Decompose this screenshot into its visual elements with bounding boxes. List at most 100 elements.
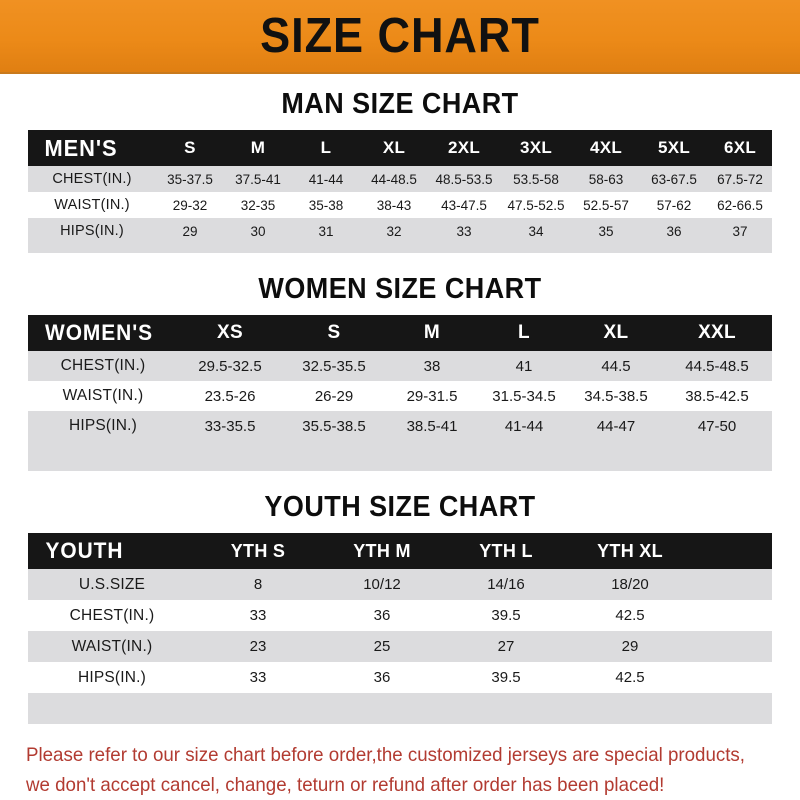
man-col-header: L [320, 138, 332, 157]
youth-section-title: YOUTH SIZE CHART [264, 491, 536, 523]
cell: 10/12 [320, 569, 444, 600]
cell: 44-48.5 [360, 166, 428, 192]
man-col-header: XL [382, 138, 406, 157]
row-label: WAIST(IN.) [28, 631, 196, 662]
cell: 38-43 [360, 192, 428, 218]
man-corner-label: MEN'S [44, 134, 118, 161]
cell: 57-62 [640, 192, 708, 218]
cell: 38.5-41 [386, 411, 478, 441]
cell: 35.5-38.5 [282, 411, 386, 441]
table-row: WAIST(IN.) 29-32 32-35 35-38 38-43 43-47… [28, 192, 772, 218]
cell: 29-32 [156, 192, 224, 218]
cell: 33-35.5 [178, 411, 282, 441]
cell: 41 [478, 351, 570, 381]
cell: 31 [292, 218, 360, 244]
cell: 67.5-72 [708, 166, 772, 192]
cell: 36 [640, 218, 708, 244]
cell: 43-47.5 [428, 192, 500, 218]
table-header-row: YOUTH YTH S YTH M YTH L YTH XL [28, 533, 772, 569]
cell: 42.5 [568, 600, 692, 631]
cell: 23 [196, 631, 320, 662]
table-row: WAIST(IN.) 23.5-26 26-29 29-31.5 31.5-34… [28, 381, 772, 411]
cell: 8 [196, 569, 320, 600]
cell: 29.5-32.5 [178, 351, 282, 381]
cell: 41-44 [478, 411, 570, 441]
cell: 47.5-52.5 [500, 192, 572, 218]
youth-col-header: YTH XL [597, 540, 663, 561]
spacer [28, 441, 772, 471]
table-row: HIPS(IN.) 33 36 39.5 42.5 [28, 662, 772, 693]
cell: 32-35 [224, 192, 292, 218]
women-corner-label: WOMEN'S [45, 320, 154, 345]
man-col-header: 2XL [447, 138, 481, 157]
table-row: HIPS(IN.) 33-35.5 35.5-38.5 38.5-41 41-4… [28, 411, 772, 441]
row-label: HIPS(IN.) [28, 662, 196, 693]
cell: 36 [320, 600, 444, 631]
cell: 32.5-35.5 [282, 351, 386, 381]
table-bottom-strip [28, 244, 772, 253]
row-label: CHEST(IN.) [28, 600, 196, 631]
cell: 33 [428, 218, 500, 244]
row-label: CHEST(IN.) [28, 166, 156, 192]
cell: 14/16 [444, 569, 568, 600]
women-col-header: M [423, 322, 441, 343]
cell: 63-67.5 [640, 166, 708, 192]
table-row: HIPS(IN.) 29 30 31 32 33 34 35 36 37 [28, 218, 772, 244]
table-row: WAIST(IN.) 23 25 27 29 [28, 631, 772, 662]
cell: 25 [320, 631, 444, 662]
cell: 58-63 [572, 166, 640, 192]
youth-col-header-empty [692, 533, 772, 569]
man-col-header: S [184, 138, 196, 157]
man-col-header: M [250, 138, 266, 157]
table-bottom-strip [28, 441, 772, 471]
spacer [28, 244, 772, 253]
man-col-header: 6XL [723, 138, 757, 157]
table-bottom-strip [28, 693, 772, 724]
women-col-header: XXL [698, 322, 736, 343]
policy-note-line-2: we don't accept cancel, change, teturn o… [26, 774, 665, 797]
cell: 33 [196, 600, 320, 631]
cell: 29 [156, 218, 224, 244]
women-col-header: S [327, 322, 341, 343]
cell: 37 [708, 218, 772, 244]
cell: 29-31.5 [386, 381, 478, 411]
cell: 39.5 [444, 662, 568, 693]
page-banner: SIZE CHART [0, 0, 800, 74]
cell: 27 [444, 631, 568, 662]
cell-empty [692, 662, 772, 693]
table-header-row: WOMEN'S XS S M L XL XXL [28, 315, 772, 351]
cell: 44-47 [570, 411, 662, 441]
table-header-row: MEN'S S M L XL 2XL 3XL 4XL 5XL 6XL [28, 130, 772, 166]
cell: 42.5 [568, 662, 692, 693]
spacer [28, 693, 772, 724]
cell: 35 [572, 218, 640, 244]
cell: 26-29 [282, 381, 386, 411]
youth-size-table: YOUTH YTH S YTH M YTH L YTH XL U.S.SIZE … [28, 533, 772, 724]
cell: 23.5-26 [178, 381, 282, 411]
policy-note: Please refer to our size chart before or… [26, 740, 745, 800]
cell-empty [692, 569, 772, 600]
table-row: CHEST(IN.) 33 36 39.5 42.5 [28, 600, 772, 631]
cell: 38 [386, 351, 478, 381]
row-label: CHEST(IN.) [28, 351, 178, 381]
cell-empty [692, 631, 772, 662]
women-col-header: XS [217, 322, 243, 343]
cell-empty [692, 600, 772, 631]
table-row: U.S.SIZE 8 10/12 14/16 18/20 [28, 569, 772, 600]
cell: 30 [224, 218, 292, 244]
cell: 48.5-53.5 [428, 166, 500, 192]
youth-col-header: YTH L [479, 540, 533, 561]
man-col-header: 3XL [519, 138, 553, 157]
cell: 53.5-58 [500, 166, 572, 192]
cell: 52.5-57 [572, 192, 640, 218]
cell: 18/20 [568, 569, 692, 600]
man-col-header: 4XL [589, 138, 623, 157]
cell: 35-37.5 [156, 166, 224, 192]
cell: 39.5 [444, 600, 568, 631]
table-row: CHEST(IN.) 29.5-32.5 32.5-35.5 38 41 44.… [28, 351, 772, 381]
cell: 33 [196, 662, 320, 693]
women-size-table: WOMEN'S XS S M L XL XXL CHEST(IN.) 29.5-… [28, 315, 772, 471]
row-label: HIPS(IN.) [28, 218, 156, 244]
cell: 37.5-41 [224, 166, 292, 192]
